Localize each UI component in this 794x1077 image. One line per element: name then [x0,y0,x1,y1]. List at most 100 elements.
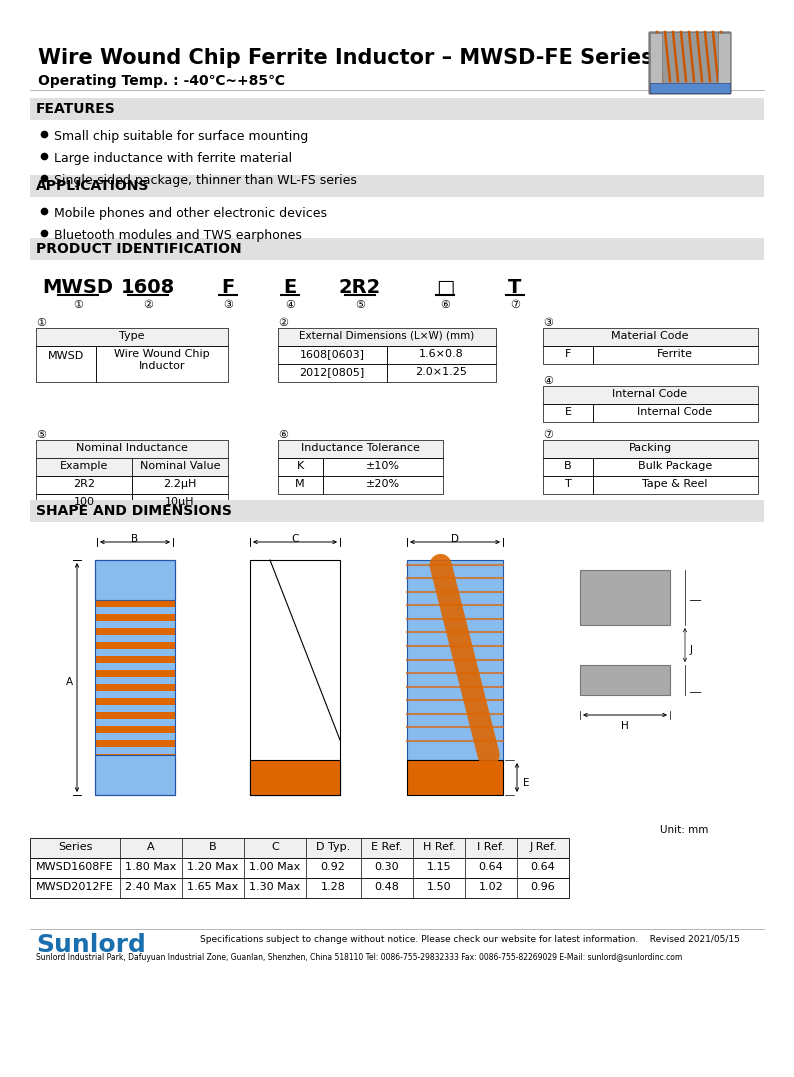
Bar [95,600,175,607]
Text: 1.65 Max: 1.65 Max [187,882,239,892]
Text: E: E [283,278,297,297]
Text: E: E [565,407,572,417]
FancyBboxPatch shape [649,32,731,94]
Text: K: K [296,461,303,471]
Text: ④: ④ [543,376,553,386]
Text: Bulk Package: Bulk Package [638,461,712,471]
Text: Example: Example [60,461,108,471]
Bar [580,665,670,695]
Bar [543,404,593,422]
Text: 1.30 Max: 1.30 Max [249,882,301,892]
Text: 100: 100 [74,496,94,507]
Bar [387,364,496,382]
Bar [95,607,175,614]
Bar [36,476,132,494]
Text: 1.02: 1.02 [479,882,503,892]
Bar [407,760,503,795]
Bar [30,878,569,898]
Bar [278,476,323,494]
Text: Packing: Packing [628,443,672,453]
Text: 1.80 Max: 1.80 Max [125,862,177,872]
Text: Inductance Tolerance: Inductance Tolerance [301,443,419,453]
Text: 0.30: 0.30 [375,862,399,872]
Text: ―: ― [690,595,701,605]
Bar [36,494,132,512]
Bar [95,691,175,698]
Text: 1608: 1608 [121,278,175,297]
Text: 1608[0603]: 1608[0603] [299,349,364,359]
Text: B: B [132,534,139,544]
Text: E Ref.: E Ref. [372,842,403,852]
Bar [387,346,496,364]
Bar [30,858,569,878]
Text: Ferrite: Ferrite [657,349,693,359]
Text: 2R2: 2R2 [339,278,381,297]
Bar [30,238,764,260]
Bar [407,560,503,760]
Bar [543,328,758,346]
Bar [95,628,175,635]
Text: H Ref.: H Ref. [422,842,456,852]
Text: I Ref.: I Ref. [477,842,505,852]
Bar [543,386,758,404]
Bar [593,346,758,364]
Text: 1.15: 1.15 [426,862,451,872]
Bar [36,346,96,382]
Text: FEATURES: FEATURES [36,102,116,116]
Bar [95,726,175,733]
Text: ⑥: ⑥ [278,430,288,440]
Text: F: F [565,349,571,359]
Bar [323,458,443,476]
Bar [250,560,340,795]
Text: Single-sided package, thinner than WL-FS series: Single-sided package, thinner than WL-FS… [54,174,357,187]
Text: Series: Series [58,842,92,852]
Text: 2R2: 2R2 [73,479,95,489]
Text: Mobile phones and other electronic devices: Mobile phones and other electronic devic… [54,207,327,220]
Bar [650,33,662,93]
Text: Bluetooth modules and TWS earphones: Bluetooth modules and TWS earphones [54,229,302,242]
Text: A: A [65,677,72,687]
Text: A: A [147,842,155,852]
Bar [36,440,228,458]
Bar [30,174,764,197]
Text: External Dimensions (L×W) (mm): External Dimensions (L×W) (mm) [299,331,475,341]
Text: B: B [565,461,572,471]
Text: Tape & Reel: Tape & Reel [642,479,707,489]
Text: ②: ② [143,300,153,310]
Bar [95,560,175,795]
Bar [95,755,175,795]
Bar [543,476,593,494]
Text: J Ref.: J Ref. [529,842,557,852]
Text: MWSD2012FE: MWSD2012FE [36,882,114,892]
Bar [95,656,175,663]
Bar [593,458,758,476]
Text: ④: ④ [285,300,295,310]
Text: PRODUCT IDENTIFICATION: PRODUCT IDENTIFICATION [36,242,241,256]
Text: 0.48: 0.48 [375,882,399,892]
Text: 1.6×0.8: 1.6×0.8 [418,349,464,359]
Bar [95,663,175,670]
Text: 0.96: 0.96 [530,882,555,892]
Text: ③: ③ [223,300,233,310]
Text: 0.92: 0.92 [321,862,345,872]
Bar [650,83,730,88]
Bar [323,476,443,494]
Text: Wire Wound Chip Ferrite Inductor – MWSD-FE Series: Wire Wound Chip Ferrite Inductor – MWSD-… [38,48,653,68]
Text: ⑤: ⑤ [36,430,46,440]
Bar [36,458,132,476]
Text: ②: ② [278,318,288,328]
Text: ③: ③ [543,318,553,328]
Bar [30,98,764,120]
Text: ⑥: ⑥ [440,300,450,310]
Bar [95,698,175,705]
Text: Sunlord: Sunlord [36,933,146,957]
Bar [132,458,228,476]
Text: 0.64: 0.64 [479,862,503,872]
Text: Nominal Value: Nominal Value [140,461,220,471]
Text: H: H [621,721,629,731]
Text: Internal Code: Internal Code [612,389,688,398]
Bar [278,346,387,364]
Text: ⑦: ⑦ [543,430,553,440]
Text: 0.64: 0.64 [530,862,555,872]
Bar [543,346,593,364]
